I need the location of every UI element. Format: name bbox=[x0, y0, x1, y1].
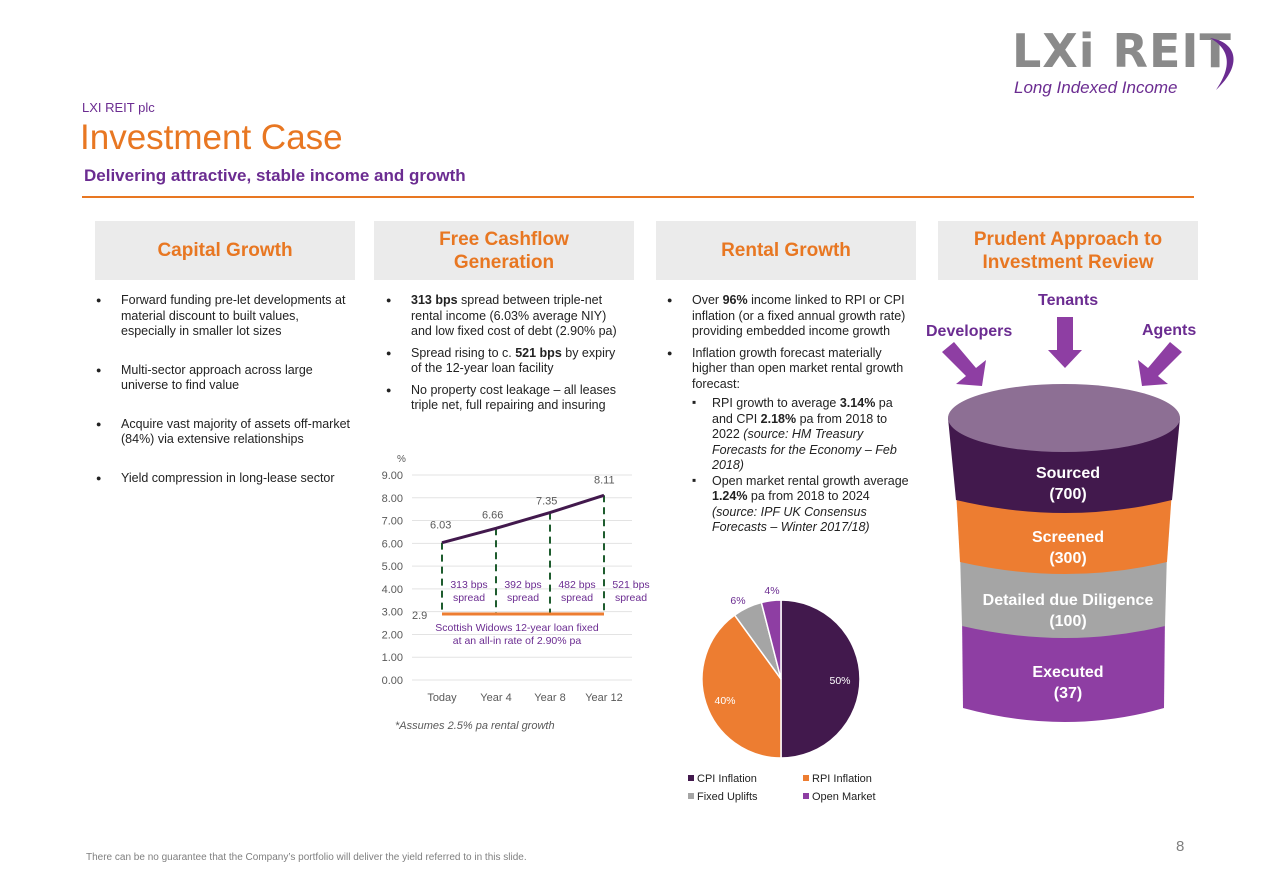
pie-legend: CPI Inflation RPI Inflation Fixed Uplift… bbox=[688, 770, 908, 806]
sub-item: RPI growth to average 3.14% pa and CPI 2… bbox=[692, 395, 910, 474]
arrow-diagonal-right-icon bbox=[942, 342, 986, 386]
data-label: 7.35 bbox=[536, 496, 557, 508]
spread-label: 482 bps spread bbox=[558, 579, 595, 604]
funnel-sourced-label: Sourced (700) bbox=[1035, 465, 1100, 503]
funnel-executed-label: Executed (37) bbox=[1032, 664, 1104, 702]
list-item: Yield compression in long-lease sector bbox=[96, 471, 352, 487]
list-item: Spread rising to c. 521 bps by expiry of… bbox=[386, 346, 628, 377]
logo-main: LXi REIT bbox=[1012, 24, 1232, 78]
spread-label: 392 bps spread bbox=[504, 579, 541, 604]
data-label: 2.9 bbox=[412, 610, 427, 622]
y-tick-label: 0.00 bbox=[382, 675, 403, 687]
cashflow-list: 313 bps spread between triple-net rental… bbox=[386, 293, 628, 414]
funnel-layer-diligence bbox=[960, 552, 1167, 638]
slice-label: 6% bbox=[730, 595, 745, 607]
disclaimer: There can be no guarantee that the Compa… bbox=[86, 852, 527, 863]
list-item: No property cost leakage – all leases tr… bbox=[386, 383, 628, 414]
legend-item: RPI Inflation bbox=[803, 770, 872, 788]
slice-label: 4% bbox=[764, 585, 779, 597]
page-title: Investment Case bbox=[80, 118, 343, 157]
legend-item: Fixed Uplifts bbox=[688, 788, 803, 806]
list-item: Acquire vast majority of assets off-mark… bbox=[96, 417, 352, 448]
company-logo: LXi REIT Long Indexed Income bbox=[1008, 24, 1244, 100]
capital-growth-list: Forward funding pre-let developments at … bbox=[96, 293, 352, 486]
page-subtitle: Delivering attractive, stable income and… bbox=[84, 166, 466, 185]
slice-label: 50% bbox=[829, 675, 850, 687]
funnel-layer-screened bbox=[956, 490, 1172, 574]
header-rental-growth: Rental Growth bbox=[656, 221, 916, 280]
header-free-cashflow: Free Cashflow Generation bbox=[374, 221, 634, 280]
developers-label: Developers bbox=[926, 323, 1013, 340]
title-divider bbox=[82, 196, 1194, 198]
unit-label: % bbox=[397, 454, 406, 465]
data-label: 8.11 bbox=[594, 474, 615, 486]
data-label: 6.03 bbox=[430, 520, 451, 532]
tenants-label: Tenants bbox=[1038, 292, 1099, 309]
funnel-diligence-label: Detailed due Diligence (100) bbox=[982, 592, 1154, 630]
legend-item: CPI Inflation bbox=[688, 770, 803, 788]
pie-slice bbox=[760, 599, 782, 680]
funnel-layer-executed bbox=[962, 615, 1165, 722]
company-name: LXI REIT plc bbox=[82, 100, 155, 115]
funnel-diagram bbox=[942, 317, 1182, 722]
y-tick-label: 3.00 bbox=[382, 607, 403, 619]
y-tick-label: 6.00 bbox=[382, 538, 403, 550]
spread-line-chart: % 0.00 1.00 2.00 3.00 4.00 5.00 6.00 7.00 8.00 9.0… bbox=[382, 454, 650, 704]
data-label: 6.66 bbox=[482, 509, 503, 521]
loan-annotation: Scottish Widows 12-year loan fixed at an … bbox=[435, 622, 599, 647]
y-tick-label: 2.00 bbox=[382, 629, 403, 641]
list-item: 313 bps spread between triple-net rental… bbox=[386, 293, 628, 340]
logo-tagline: Long Indexed Income bbox=[1014, 78, 1178, 97]
spread-label: 521 bps spread bbox=[612, 579, 649, 604]
y-tick-label: 5.00 bbox=[382, 561, 403, 573]
list-item: Over 96% income linked to RPI or CPI inf… bbox=[667, 293, 910, 340]
legend-item: Open Market bbox=[803, 788, 876, 806]
chart-footnote: *Assumes 2.5% pa rental growth bbox=[395, 720, 555, 732]
rental-growth-list: Over 96% income linked to RPI or CPI inf… bbox=[667, 293, 910, 546]
income-pie-chart: 50% 40% 6% 4% bbox=[701, 585, 861, 759]
funnel-top bbox=[948, 384, 1180, 452]
list-item: Inflation growth forecast materially hig… bbox=[667, 346, 910, 536]
list-item: Multi-sector approach across large unive… bbox=[96, 363, 352, 394]
x-tick-label: Year 8 bbox=[534, 692, 565, 704]
arrow-down-icon bbox=[1048, 317, 1082, 368]
sub-item: Open market rental growth average 1.24% … bbox=[692, 473, 910, 536]
y-tick-label: 7.00 bbox=[382, 516, 403, 528]
x-tick-label: Today bbox=[427, 692, 457, 704]
agents-label: Agents bbox=[1142, 322, 1197, 339]
funnel-screened-label: Screened (300) bbox=[1031, 529, 1105, 567]
logo-swoosh-icon bbox=[1210, 38, 1234, 90]
series-line-yield bbox=[441, 493, 605, 545]
spread-label: 313 bps spread bbox=[450, 579, 487, 604]
pie-slice bbox=[780, 599, 861, 759]
page-number: 8 bbox=[1176, 838, 1185, 855]
x-tick-label: Year 4 bbox=[480, 692, 511, 704]
y-tick-label: 9.00 bbox=[382, 470, 403, 482]
header-prudent-approach: Prudent Approach to Investment Review bbox=[938, 221, 1198, 280]
x-tick-label: Year 12 bbox=[585, 692, 623, 704]
forecast-sublist: RPI growth to average 3.14% pa and CPI 2… bbox=[692, 395, 910, 536]
list-item: Forward funding pre-let developments at … bbox=[96, 293, 352, 340]
y-tick-label: 1.00 bbox=[382, 652, 403, 664]
slice-label: 40% bbox=[714, 695, 735, 707]
pie-slice bbox=[701, 614, 782, 759]
header-capital-growth: Capital Growth bbox=[95, 221, 355, 280]
y-tick-label: 4.00 bbox=[382, 584, 403, 596]
y-tick-label: 8.00 bbox=[382, 493, 403, 505]
arrow-diagonal-left-icon bbox=[1138, 342, 1182, 386]
